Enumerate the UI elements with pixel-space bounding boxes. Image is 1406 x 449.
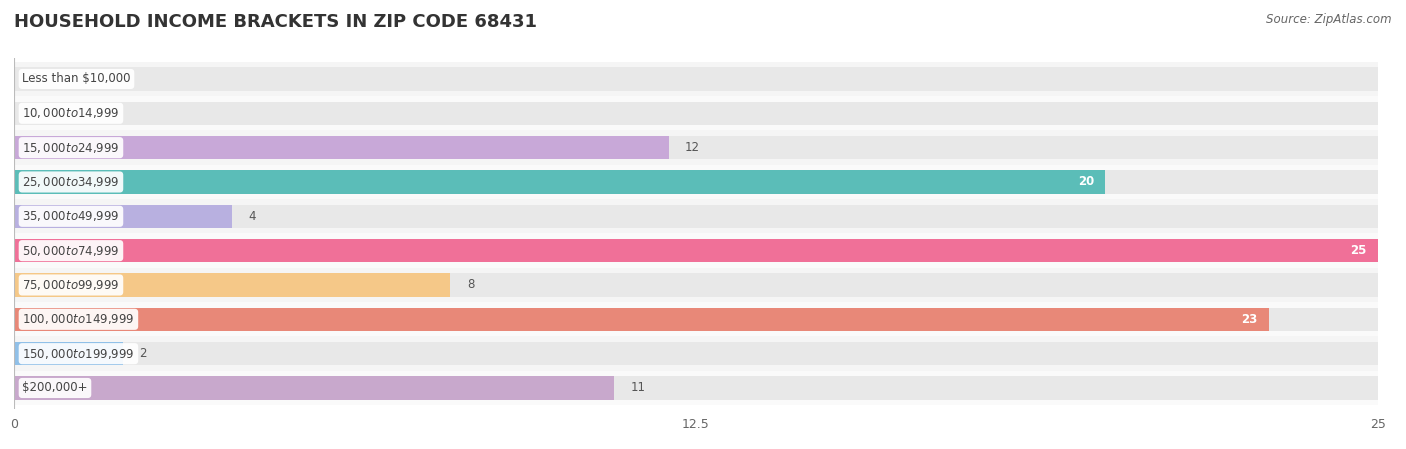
Text: $25,000 to $34,999: $25,000 to $34,999 (22, 175, 120, 189)
Bar (14, 308, 1378, 331)
Bar (14, 205, 232, 228)
Text: $35,000 to $49,999: $35,000 to $49,999 (22, 209, 120, 223)
Bar (14, 239, 1378, 262)
Bar (14, 336, 1378, 371)
Text: 23: 23 (1241, 313, 1258, 326)
Bar (14, 199, 1378, 233)
Bar (14, 205, 1378, 228)
Bar (14, 165, 1378, 199)
Text: 0: 0 (31, 107, 38, 120)
Text: $150,000 to $199,999: $150,000 to $199,999 (22, 347, 135, 361)
Bar (14, 62, 1378, 96)
Bar (14, 136, 669, 159)
Text: $50,000 to $74,999: $50,000 to $74,999 (22, 244, 120, 258)
Bar (14, 342, 1378, 365)
Bar (14, 273, 450, 297)
Text: 8: 8 (467, 278, 474, 291)
Text: $15,000 to $24,999: $15,000 to $24,999 (22, 141, 120, 154)
Bar (14, 302, 1378, 336)
Text: $100,000 to $149,999: $100,000 to $149,999 (22, 313, 135, 326)
Bar (14, 376, 614, 400)
Bar (14, 342, 124, 365)
Bar (14, 371, 1378, 405)
Bar (14, 170, 1105, 194)
Bar (14, 233, 1378, 268)
Bar (14, 239, 1378, 262)
Bar (14, 170, 1378, 194)
Text: 4: 4 (249, 210, 256, 223)
Text: 11: 11 (630, 382, 645, 395)
Bar (14, 96, 1378, 131)
Text: 2: 2 (139, 347, 148, 360)
Text: $10,000 to $14,999: $10,000 to $14,999 (22, 106, 120, 120)
Bar (14, 136, 1378, 159)
Text: Source: ZipAtlas.com: Source: ZipAtlas.com (1267, 13, 1392, 26)
Text: 12: 12 (685, 141, 700, 154)
Text: 0: 0 (31, 72, 38, 85)
Text: HOUSEHOLD INCOME BRACKETS IN ZIP CODE 68431: HOUSEHOLD INCOME BRACKETS IN ZIP CODE 68… (14, 13, 537, 31)
Text: $200,000+: $200,000+ (22, 382, 87, 395)
Bar (14, 376, 1378, 400)
Bar (14, 67, 1378, 91)
Bar (14, 268, 1378, 302)
Text: 20: 20 (1078, 176, 1094, 189)
Text: Less than $10,000: Less than $10,000 (22, 72, 131, 85)
Bar (14, 131, 1378, 165)
Bar (14, 273, 1378, 297)
Bar (14, 101, 1378, 125)
Text: 25: 25 (1351, 244, 1367, 257)
Bar (14, 308, 1268, 331)
Text: $75,000 to $99,999: $75,000 to $99,999 (22, 278, 120, 292)
